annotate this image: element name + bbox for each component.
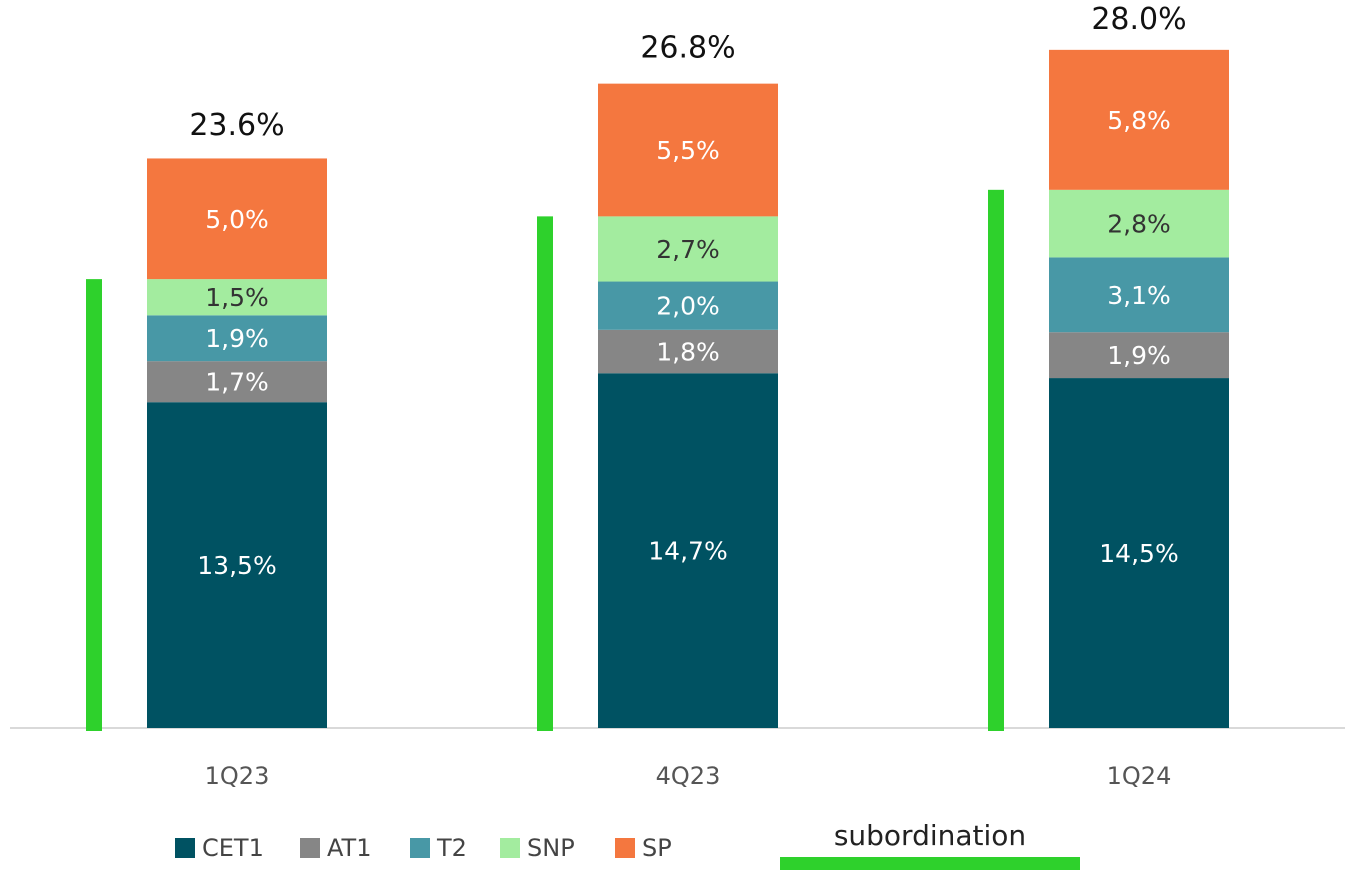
bar-segment: [1049, 257, 1229, 333]
bar-segment: [598, 373, 778, 728]
value-label: 1,5%: [205, 283, 269, 312]
subordination-line: [86, 279, 102, 731]
value-label: 14,5%: [1099, 539, 1178, 568]
legend-label: T2: [436, 834, 467, 862]
bar-segment: [147, 315, 327, 362]
value-label: 5,8%: [1107, 106, 1171, 135]
legend-swatch: [780, 857, 1080, 870]
value-label: 2,0%: [656, 292, 720, 321]
total-label: 23.6%: [189, 108, 284, 143]
bar-segment: [147, 402, 327, 728]
total-label: 28.0%: [1091, 2, 1186, 37]
value-label: 14,7%: [648, 537, 727, 566]
legend-label: subordination: [834, 819, 1026, 852]
bar-segment: [598, 83, 778, 217]
legend-label: AT1: [327, 834, 371, 862]
bar-segment: [1049, 49, 1229, 190]
value-label: 1,7%: [205, 368, 269, 397]
value-label: 2,8%: [1107, 210, 1171, 239]
value-label: 3,1%: [1107, 281, 1171, 310]
legend-swatch: [410, 838, 430, 858]
subordination-line: [988, 189, 1004, 731]
x-tick-label: 1Q23: [205, 762, 270, 790]
bar-segment: [598, 216, 778, 282]
bar-segment: [147, 361, 327, 403]
value-label: 1,9%: [1107, 341, 1171, 370]
bar-segment: [598, 281, 778, 330]
value-label: 2,7%: [656, 235, 720, 264]
value-label: 1,8%: [656, 338, 720, 367]
legend-label: CET1: [202, 834, 264, 862]
legend-label: SNP: [527, 834, 575, 862]
legend-label: SP: [642, 834, 672, 862]
value-label: 5,5%: [656, 136, 720, 165]
value-label: 13,5%: [197, 551, 276, 580]
bar-segment: [598, 329, 778, 374]
bar-segment: [1049, 332, 1229, 379]
total-label: 26.8%: [640, 31, 735, 66]
bar-segment: [1049, 189, 1229, 258]
bar-segment: [147, 279, 327, 316]
subordination-line: [537, 216, 553, 731]
bar-segment: [1049, 378, 1229, 728]
legend-swatch: [500, 838, 520, 858]
bar-segment: [147, 158, 327, 280]
x-tick-label: 4Q23: [656, 762, 721, 790]
x-tick-label: 1Q24: [1107, 762, 1172, 790]
value-label: 1,9%: [205, 324, 269, 353]
value-label: 5,0%: [205, 205, 269, 234]
legend-swatch: [300, 838, 320, 858]
legend-swatch: [175, 838, 195, 858]
legend-swatch: [615, 838, 635, 858]
